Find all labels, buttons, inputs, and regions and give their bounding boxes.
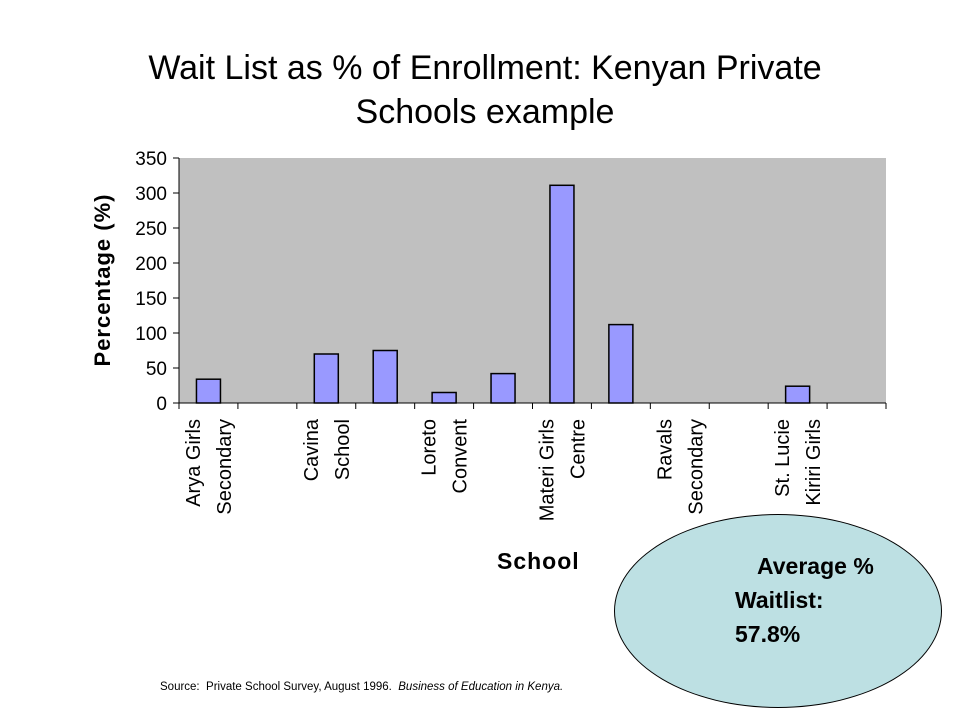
- x-tick-label: School: [332, 419, 354, 480]
- bar: [784, 385, 811, 404]
- y-tick-label: 0: [156, 394, 167, 415]
- x-tick-label: Ravals: [654, 419, 676, 480]
- x-axis-title: School: [497, 548, 580, 574]
- x-tick-label: Secondary: [685, 419, 707, 515]
- title-line-1: Wait List as % of Enrollment: Kenyan Pri…: [148, 49, 822, 87]
- x-tick-label: St. Lucie: [772, 419, 794, 497]
- y-tick-label: 350: [135, 149, 167, 170]
- bar: [608, 323, 634, 404]
- y-tick-label: 250: [135, 219, 167, 240]
- average-waitlist-callout: Average % Waitlist: 57.8%: [614, 514, 942, 708]
- source-text: Private School Survey, August 1996.: [206, 681, 392, 693]
- source-note: Source: Private School Survey, August 19…: [160, 681, 563, 693]
- y-tick-label: 50: [146, 359, 167, 380]
- x-tick-label: Arya Girls: [183, 419, 205, 507]
- y-axis-title: Percentage (%): [90, 194, 115, 367]
- plot-area: [179, 158, 886, 403]
- x-tick-label: Cavina: [301, 418, 323, 481]
- title-line-2: Schools example: [355, 93, 615, 131]
- y-tick-label: 100: [135, 324, 167, 345]
- callout-line-1: Average %: [757, 553, 874, 579]
- x-tick-label: Secondary: [214, 419, 236, 515]
- bar: [549, 184, 575, 404]
- x-tick-label: Convent: [450, 419, 472, 494]
- y-tick-label: 150: [135, 289, 167, 310]
- y-tick-label: 300: [135, 184, 167, 205]
- bar: [313, 353, 340, 404]
- source-publication: Business of Education in Kenya.: [398, 681, 564, 693]
- x-tick-label: Centre: [567, 419, 589, 479]
- x-tick-label: Materi Girls: [536, 419, 558, 521]
- bar: [431, 391, 457, 404]
- callout-line-3: 57.8%: [735, 621, 801, 647]
- callout-line-2: Waitlist:: [735, 587, 824, 613]
- bar: [195, 378, 222, 404]
- y-tick-label: 200: [135, 254, 167, 275]
- bar: [372, 349, 398, 404]
- page-title: Wait List as % of Enrollment: Kenyan Pri…: [60, 46, 910, 134]
- source-label: Source:: [160, 681, 200, 693]
- x-tick-label: Kiriri Girls: [803, 419, 825, 506]
- bar: [490, 372, 516, 404]
- x-tick-label: Loreto: [419, 419, 441, 476]
